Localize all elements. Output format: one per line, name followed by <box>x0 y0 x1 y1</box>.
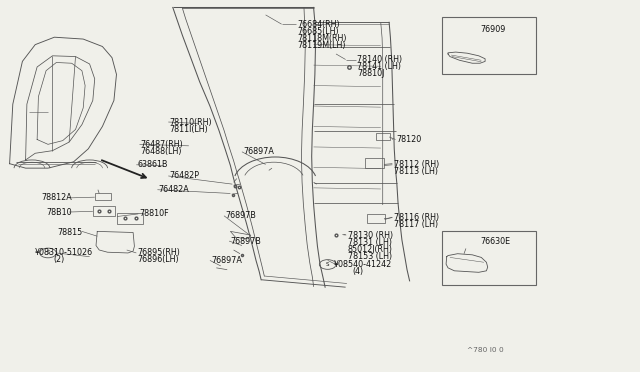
Text: 78118M(RH): 78118M(RH) <box>298 34 347 43</box>
Text: 76684(RH): 76684(RH) <box>298 20 340 29</box>
Text: 76487(RH): 76487(RH) <box>141 140 184 149</box>
Text: 76895(RH): 76895(RH) <box>138 248 180 257</box>
Text: 78815: 78815 <box>58 228 83 237</box>
Text: 76897A: 76897A <box>243 147 274 156</box>
Text: 78810J: 78810J <box>357 69 385 78</box>
Text: 78130 (RH): 78130 (RH) <box>348 231 393 240</box>
Bar <box>95 193 111 200</box>
Text: 85012J(RH): 85012J(RH) <box>348 245 392 254</box>
Text: 78153 (LH): 78153 (LH) <box>348 252 392 261</box>
Text: ^780 I0 0: ^780 I0 0 <box>467 347 504 353</box>
Text: 76482A: 76482A <box>159 185 189 194</box>
Text: 78131 (LH): 78131 (LH) <box>348 238 392 247</box>
Text: 7811I(LH): 7811I(LH) <box>170 125 209 134</box>
Text: S: S <box>46 250 50 256</box>
Bar <box>93 206 115 216</box>
Text: 76482P: 76482P <box>170 171 200 180</box>
Text: 76896(LH): 76896(LH) <box>138 255 179 264</box>
Text: 78140 (RH): 78140 (RH) <box>357 55 403 64</box>
Text: 76897B: 76897B <box>225 211 256 220</box>
Text: 63861B: 63861B <box>138 160 168 169</box>
Text: 78810F: 78810F <box>140 209 169 218</box>
Text: 78119M(LH): 78119M(LH) <box>298 41 346 50</box>
Text: 78117 (LH): 78117 (LH) <box>394 220 438 229</box>
Text: 78113 (LH): 78113 (LH) <box>394 167 438 176</box>
Text: 78112 (RH): 78112 (RH) <box>394 160 439 169</box>
Text: 76909: 76909 <box>480 25 506 34</box>
Text: 78116 (RH): 78116 (RH) <box>394 213 439 222</box>
Text: 76685(LH): 76685(LH) <box>298 27 339 36</box>
Text: ¥08310-51026: ¥08310-51026 <box>35 248 93 257</box>
Text: 76630E: 76630E <box>480 237 510 246</box>
Text: S: S <box>326 262 330 267</box>
Bar <box>367 214 385 223</box>
Text: 78B10: 78B10 <box>46 208 72 217</box>
Text: 78110(RH): 78110(RH) <box>170 118 212 126</box>
Text: (2): (2) <box>53 255 65 264</box>
Bar <box>442 231 536 285</box>
Text: 78812A: 78812A <box>42 193 72 202</box>
Bar <box>365 158 384 168</box>
Text: ¥08540-41242: ¥08540-41242 <box>334 260 392 269</box>
Text: 78120: 78120 <box>397 135 422 144</box>
Bar <box>117 213 143 224</box>
Text: (4): (4) <box>353 267 364 276</box>
Text: 76488(LH): 76488(LH) <box>141 147 182 156</box>
Text: 76897B: 76897B <box>230 237 261 246</box>
Bar <box>376 133 390 140</box>
Bar <box>442 17 536 74</box>
Text: 76897A: 76897A <box>211 256 242 265</box>
Text: 78141 (LH): 78141 (LH) <box>357 62 401 71</box>
